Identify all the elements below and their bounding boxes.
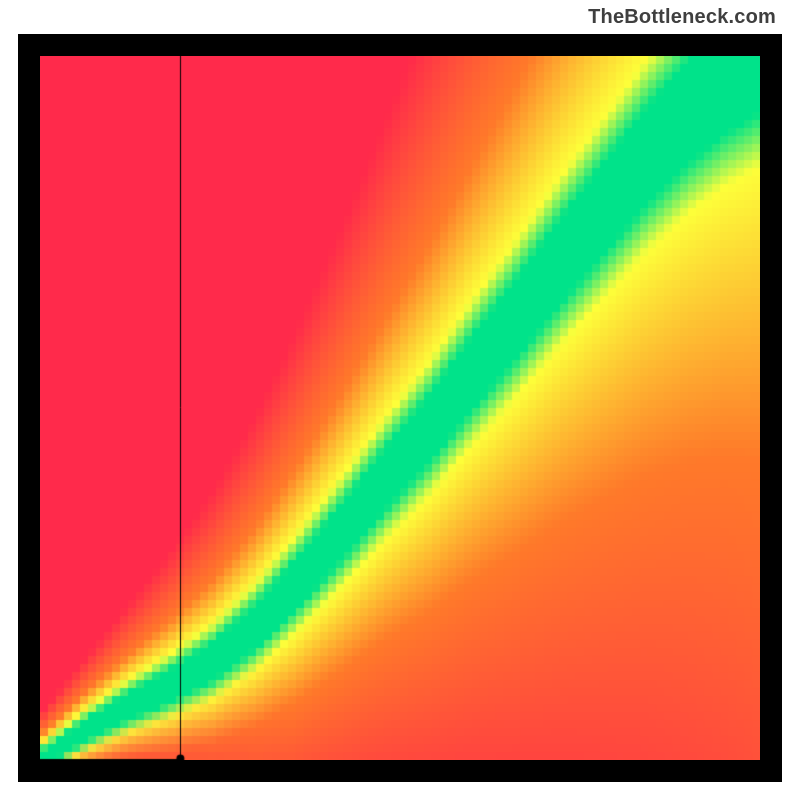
plot-frame (18, 34, 782, 782)
heatmap-canvas (40, 56, 760, 760)
watermark-text: TheBottleneck.com (588, 6, 776, 29)
